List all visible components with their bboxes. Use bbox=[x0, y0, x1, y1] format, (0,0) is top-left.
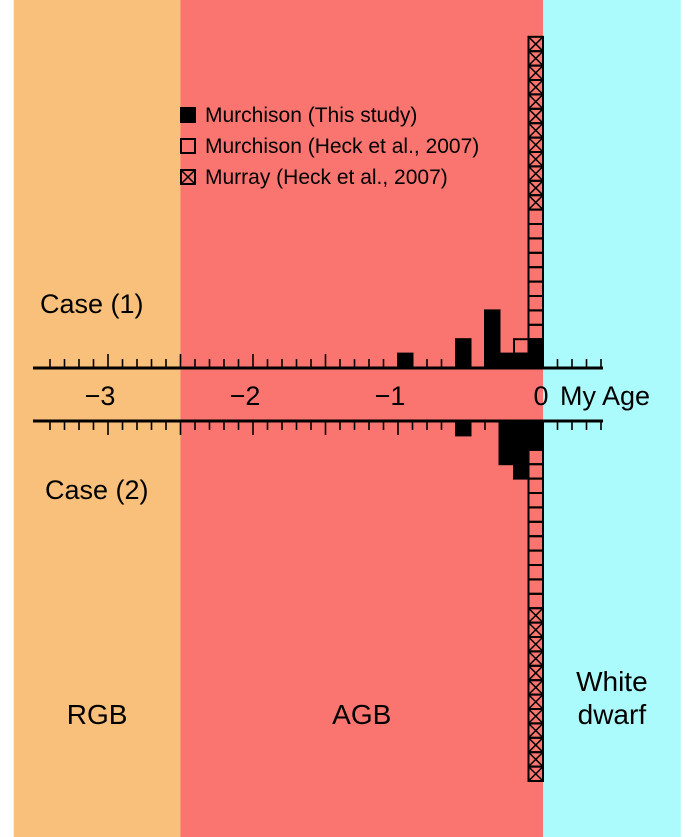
bar-cross-line bbox=[527, 65, 544, 81]
legend-item: Murray (Heck et al., 2007) bbox=[180, 166, 448, 189]
x-axis-label: My Age bbox=[560, 381, 650, 411]
bar-cross-line bbox=[527, 679, 544, 696]
bar-cross-line bbox=[527, 622, 544, 638]
bar-cell-filled bbox=[527, 338, 544, 370]
bar-cross-line bbox=[527, 751, 544, 768]
bar-cell-crossed bbox=[527, 35, 544, 53]
bar-cell-filled bbox=[180, 107, 196, 123]
legend-label: Murchison (Heck et al., 2007) bbox=[205, 135, 479, 158]
bar-cross-line bbox=[527, 636, 544, 652]
bar-stack bbox=[498, 420, 515, 466]
region-label: dwarf bbox=[578, 699, 647, 730]
bar-cross-line bbox=[527, 165, 544, 182]
bar-cross-line bbox=[527, 737, 544, 753]
bar-cross-line bbox=[527, 708, 544, 724]
bar-stack bbox=[397, 352, 414, 370]
bar-cross-line bbox=[527, 180, 544, 196]
x-tick-label: −3 bbox=[85, 381, 116, 411]
bar-cross-line bbox=[527, 194, 544, 211]
region-label: AGB bbox=[332, 699, 391, 730]
bar-cell-crossed bbox=[180, 169, 196, 185]
legend-item: Murchison (Heck et al., 2007) bbox=[180, 135, 479, 158]
bar-stack bbox=[498, 352, 515, 370]
bar-cross-line bbox=[527, 607, 544, 624]
region-agb bbox=[180, 0, 543, 837]
bar-cross-line bbox=[527, 650, 544, 667]
bar-stack bbox=[527, 35, 544, 370]
x-tick-label: 0 bbox=[533, 381, 548, 411]
bar-cross-line bbox=[527, 79, 544, 95]
legend-item: Murchison (This study) bbox=[180, 104, 417, 127]
bar-cross-line bbox=[527, 722, 544, 739]
bar-cross-line bbox=[527, 36, 544, 52]
bar-stack bbox=[513, 420, 530, 480]
bar-cell-filled bbox=[484, 309, 501, 369]
region-label: RGB bbox=[67, 699, 128, 730]
region-white-dwarf bbox=[543, 0, 681, 837]
bar-cell-filled bbox=[397, 352, 414, 370]
bar-stack bbox=[455, 420, 472, 437]
bar-cross-line bbox=[527, 50, 544, 67]
bar-cross-line bbox=[527, 766, 544, 782]
bar-cell-open bbox=[180, 138, 196, 154]
bar-cross-line bbox=[527, 93, 544, 110]
region-backgrounds bbox=[13, 0, 681, 837]
legend-label: Murchison (This study) bbox=[205, 104, 417, 127]
bar-cell-filled bbox=[513, 352, 530, 370]
legend-label: Murray (Heck et al., 2007) bbox=[205, 166, 448, 189]
bar-cell-crossed bbox=[527, 765, 544, 782]
case-2-label: Case (2) bbox=[45, 475, 149, 505]
bar-cross-line bbox=[527, 108, 544, 124]
bar-cell-filled bbox=[455, 420, 472, 437]
bar-cross-line bbox=[527, 151, 544, 167]
x-tick-label: −2 bbox=[230, 381, 261, 411]
bar-cross-line bbox=[527, 694, 544, 710]
bar-cell-filled bbox=[498, 352, 515, 370]
axes bbox=[33, 354, 603, 435]
region-rgb bbox=[13, 0, 181, 837]
bar-cell-filled bbox=[455, 338, 472, 370]
bar-cell-filled bbox=[498, 420, 515, 466]
bar-cross-line bbox=[180, 169, 196, 185]
bar-cross-line bbox=[527, 122, 544, 139]
bar-cross-line bbox=[527, 137, 544, 153]
legend: Murchison (This study) Murchison (Heck et… bbox=[180, 104, 479, 189]
region-label: White bbox=[576, 666, 648, 697]
bar-cell-filled bbox=[527, 420, 544, 451]
bar-cell-filled bbox=[513, 420, 530, 480]
x-tick-labels: −3 −2 −1 0 bbox=[85, 381, 549, 411]
bar-cross-line bbox=[527, 665, 544, 681]
bar-stack bbox=[484, 309, 501, 369]
bar-stack bbox=[527, 420, 544, 782]
case-1-label: Case (1) bbox=[40, 289, 144, 319]
bar-stack bbox=[455, 338, 472, 370]
x-tick-label: −1 bbox=[375, 381, 406, 411]
